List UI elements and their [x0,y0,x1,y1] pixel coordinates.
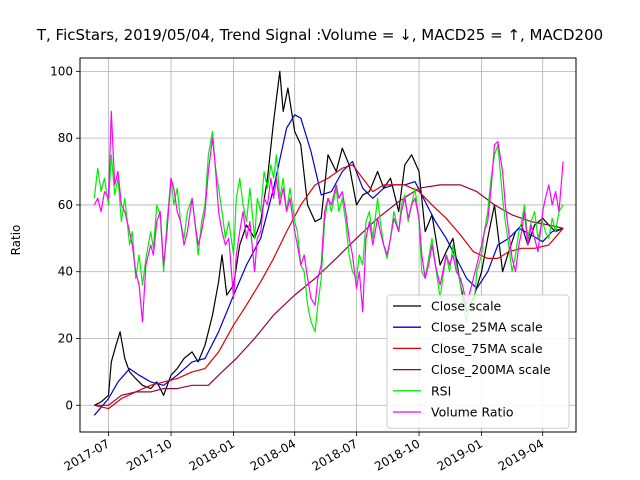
series-layer [93,70,564,416]
legend-entry: Volume Ratio [431,405,514,420]
y-tick-label: 20 [58,332,73,346]
legend-entry: Close scale [431,299,502,314]
series-line-close-25ma-scale [93,114,564,416]
plot-frame [79,57,577,433]
x-tick-label: 2017-10 [124,436,174,473]
series-line-close-scale [94,70,564,406]
x-tick-label: 2019-01 [435,436,485,473]
y-tick-label: 60 [58,198,73,212]
series-line-volume-ratio [93,110,564,323]
legend: Close scale Close_25MA scale Close_75MA sc… [386,294,570,429]
x-tick-label: 2018-10 [372,436,422,473]
x-tick-label: 2019-04 [496,436,546,473]
x-tick-label: 2018-07 [310,436,360,473]
x-tick-label: 2018-01 [187,436,237,473]
legend-entry: Close_75MA scale [431,341,543,356]
y-tick-label: 0 [65,398,73,412]
y-tick-label: 80 [58,131,73,145]
legend-box [386,294,570,429]
series-line-close-200ma-scale [94,184,564,406]
x-tick-label: 2017-07 [62,436,112,473]
y-tick-label: 40 [58,265,73,279]
series-line-close-75ma-scale [94,164,564,410]
legend-entry: RSI [431,383,451,398]
chart-title: T, FicStars, 2019/05/04, Trend Signal :V… [36,26,603,44]
y-axis-label: Ratio [9,225,23,256]
legend-entry: Close_25MA scale [431,320,543,335]
grid-lines [80,58,576,432]
y-tick-label: 100 [50,64,73,78]
x-tick-label: 2018-04 [248,436,298,473]
legend-entry: Close_200MA scale [431,362,551,377]
